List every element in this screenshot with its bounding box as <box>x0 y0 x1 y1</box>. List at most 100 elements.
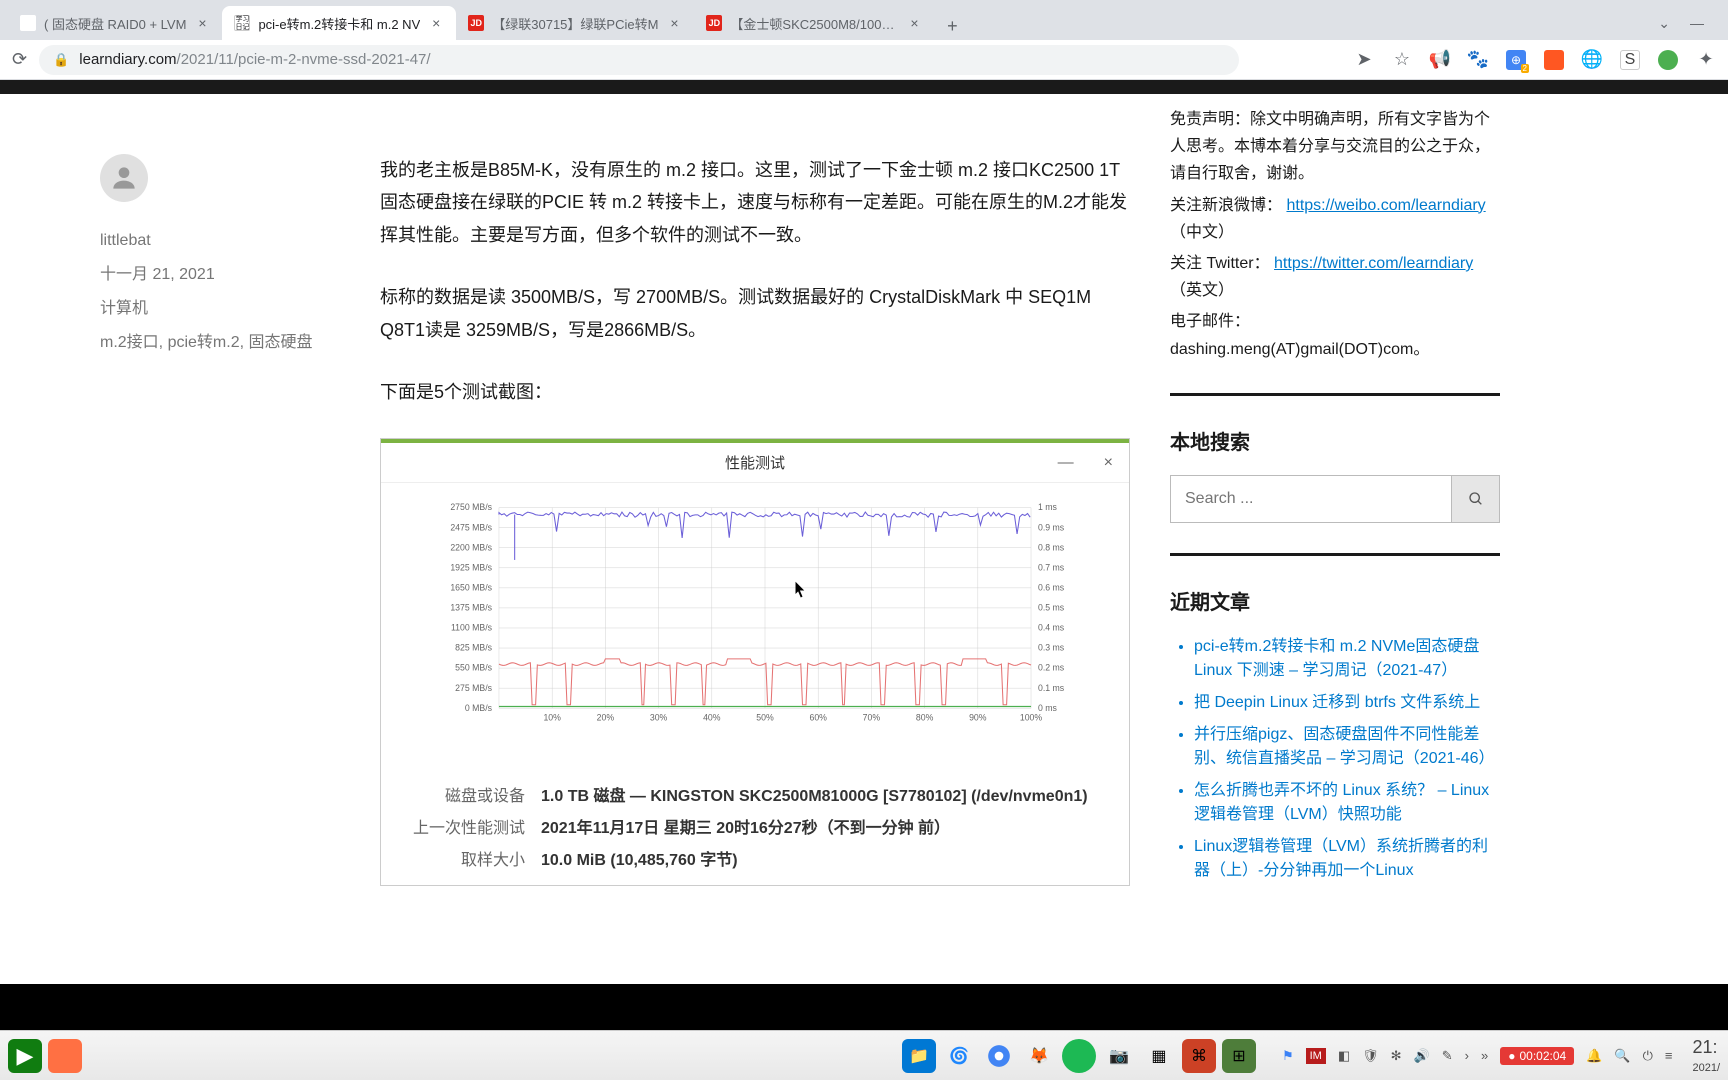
svg-text:825 MB/s: 825 MB/s <box>455 643 492 653</box>
chevron-icon[interactable]: › <box>1465 1048 1469 1063</box>
browser-tab-1[interactable]: 学习日记 pci-e转m.2转接卡和 m.2 NV × <box>222 6 456 40</box>
info-value: 1.0 TB 磁盘 — KINGSTON SKC2500M81000G [S77… <box>541 781 1088 813</box>
url-path: /2021/11/pcie-m-2-nvme-ssd-2021-47/ <box>177 51 431 68</box>
author-name[interactable]: littlebat <box>100 232 380 250</box>
browser-tab-0[interactable]: ( 固态硬盘 RAID0 + LVM × <box>8 6 222 40</box>
favicon <box>20 15 36 31</box>
chart-info: 磁盘或设备 1.0 TB 磁盘 — KINGSTON SKC2500M81000… <box>381 773 1129 885</box>
clock[interactable]: 21: 2021/ <box>1692 1038 1720 1074</box>
search-button[interactable] <box>1452 475 1500 523</box>
menu-icon[interactable]: ≡ <box>1665 1048 1673 1063</box>
reload-icon[interactable]: ⟳ <box>12 49 27 70</box>
chevron-down-icon[interactable]: ⌄ <box>1658 15 1670 32</box>
paw-icon[interactable]: 🐾 <box>1468 50 1488 70</box>
svg-text:2750 MB/s: 2750 MB/s <box>450 503 492 513</box>
send-icon[interactable]: ➤ <box>1354 50 1374 70</box>
file-manager-icon[interactable]: 📁 <box>902 1039 936 1073</box>
post-tags[interactable]: m.2接口, pcie转m.2, 固态硬盘 <box>100 328 380 352</box>
grid-icon[interactable]: ▦ <box>1142 1039 1176 1073</box>
tray-icon[interactable]: ◧ <box>1338 1048 1350 1064</box>
close-tab-icon[interactable]: × <box>906 15 922 31</box>
url-input[interactable]: 🔒 learndiary.com/2021/11/pcie-m-2-nvme-s… <box>39 45 1239 75</box>
chart-title: 性能测试 <box>725 452 785 473</box>
weibo-link[interactable]: https://weibo.com/learndiary <box>1286 197 1485 214</box>
favicon: 学习日记 <box>234 15 250 31</box>
svg-text:0 MB/s: 0 MB/s <box>465 703 493 713</box>
twitter-line: 关注 Twitter： https://twitter.com/learndia… <box>1170 250 1500 304</box>
recent-post-item[interactable]: 并行压缩pigz、固态硬盘固件不同性能差别、统信直播奖品 – 学习周记（2021… <box>1194 723 1500 771</box>
close-tab-icon[interactable]: × <box>194 15 210 31</box>
s-icon[interactable]: S <box>1620 50 1640 70</box>
translate-icon[interactable]: ⊕2 <box>1506 50 1526 70</box>
tab-title: 【绿联30715】绿联PCie转M <box>492 14 658 33</box>
info-value: 2021年11月17日 星期三 20时16分27秒（不到一分钟 前） <box>541 813 950 845</box>
tray-icon[interactable]: IM <box>1306 1048 1326 1064</box>
svg-text:0.4 ms: 0.4 ms <box>1038 623 1065 633</box>
window-controls: ⌄ — <box>1658 6 1720 40</box>
app-icon[interactable] <box>1062 1039 1096 1073</box>
chrome-icon[interactable] <box>982 1039 1016 1073</box>
svg-text:0.8 ms: 0.8 ms <box>1038 543 1065 553</box>
chart-titlebar: 性能测试 — × <box>381 443 1129 483</box>
svg-text:0.7 ms: 0.7 ms <box>1038 563 1065 573</box>
recent-post-item[interactable]: 怎么折腾也弄不坏的 Linux 系统？ – Linux逻辑卷管理（LVM）快照功… <box>1194 779 1500 827</box>
camera-icon[interactable]: 📷 <box>1102 1039 1136 1073</box>
svg-text:10%: 10% <box>543 713 561 723</box>
edge-icon[interactable]: 🌀 <box>942 1039 976 1073</box>
start-menu-icon[interactable]: ▶ <box>8 1039 42 1073</box>
svg-text:2475 MB/s: 2475 MB/s <box>450 523 492 533</box>
recent-post-item[interactable]: Linux逻辑卷管理（LVM）系统折腾者的利器（上）-分分钟再加一个Linux <box>1194 835 1500 883</box>
recent-post-item[interactable]: 把 Deepin Linux 迁移到 btrfs 文件系统上 <box>1194 691 1500 715</box>
search-icon[interactable]: 🔍 <box>1614 1048 1630 1064</box>
terminal-icon[interactable]: ⌘ <box>1182 1039 1216 1073</box>
svg-text:30%: 30% <box>650 713 668 723</box>
svg-text:40%: 40% <box>703 713 721 723</box>
minimize-icon[interactable]: — <box>1058 454 1074 472</box>
tray-icon[interactable]: ✻ <box>1391 1048 1402 1064</box>
post-category[interactable]: 计算机 <box>100 294 380 318</box>
globe-icon[interactable]: 🌐 <box>1582 50 1602 70</box>
search-input[interactable] <box>1170 475 1452 523</box>
new-tab-button[interactable]: + <box>938 12 966 40</box>
bell-icon[interactable]: 🔔 <box>1586 1048 1602 1064</box>
browser-tab-3[interactable]: JD 【金士顿SKC2500M8/1000G × <box>694 6 934 40</box>
svg-text:0.3 ms: 0.3 ms <box>1038 643 1065 653</box>
svg-text:0.5 ms: 0.5 ms <box>1038 603 1065 613</box>
ext-icon-2[interactable] <box>1658 50 1678 70</box>
app-icon[interactable] <box>48 1039 82 1073</box>
svg-text:1925 MB/s: 1925 MB/s <box>450 563 492 573</box>
close-tab-icon[interactable]: × <box>666 15 682 31</box>
chevron-icon[interactable]: » <box>1481 1048 1488 1063</box>
paragraph: 标称的数据是读 3500MB/S，写 2700MB/S。测试数据最好的 Crys… <box>380 281 1130 346</box>
puzzle-icon[interactable]: ✦ <box>1696 50 1716 70</box>
search-heading: 本地搜索 <box>1170 393 1500 455</box>
close-tab-icon[interactable]: × <box>428 15 444 31</box>
bottom-mask <box>0 984 1728 1030</box>
speaker-icon[interactable]: 🔊 <box>1414 1048 1430 1064</box>
tab-title: 【金士顿SKC2500M8/1000G <box>730 14 898 33</box>
tab-title: ( 固态硬盘 RAID0 + LVM <box>44 14 186 33</box>
svg-text:1 ms: 1 ms <box>1038 503 1058 513</box>
close-icon[interactable]: × <box>1104 454 1113 472</box>
recent-post-item[interactable]: pci-e转m.2转接卡和 m.2 NVMe固态硬盘 Linux 下测速 – 学… <box>1194 635 1500 683</box>
twitter-link[interactable]: https://twitter.com/learndiary <box>1274 255 1473 272</box>
tray-icon[interactable]: ✎ <box>1442 1048 1453 1064</box>
calc-icon[interactable]: ⊞ <box>1222 1039 1256 1073</box>
firefox-icon[interactable]: 🦊 <box>1022 1039 1056 1073</box>
svg-text:1100 MB/s: 1100 MB/s <box>451 623 493 633</box>
minimize-icon[interactable]: — <box>1690 15 1704 31</box>
recording-badge[interactable]: ● 00:02:04 <box>1500 1047 1574 1065</box>
tray-icon[interactable]: ⚑ <box>1282 1048 1294 1064</box>
browser-tab-2[interactable]: JD 【绿联30715】绿联PCie转M × <box>456 6 694 40</box>
megaphone-icon[interactable]: 📢 <box>1430 50 1450 70</box>
tab-title: pci-e转m.2转接卡和 m.2 NV <box>258 14 420 33</box>
svg-text:60%: 60% <box>809 713 827 723</box>
ext-icon-1[interactable] <box>1544 50 1564 70</box>
svg-text:90%: 90% <box>969 713 987 723</box>
post-body: 我的老主板是B85M-K，没有原生的 m.2 接口。这里，测试了一下金士顿 m.… <box>380 94 1130 891</box>
tray-icon[interactable]: 🛡 <box>1362 1048 1379 1064</box>
star-icon[interactable]: ☆ <box>1392 50 1412 70</box>
power-icon[interactable]: ⏻ <box>1643 1048 1653 1064</box>
search-row <box>1170 475 1500 523</box>
info-label: 取样大小 <box>401 845 541 877</box>
